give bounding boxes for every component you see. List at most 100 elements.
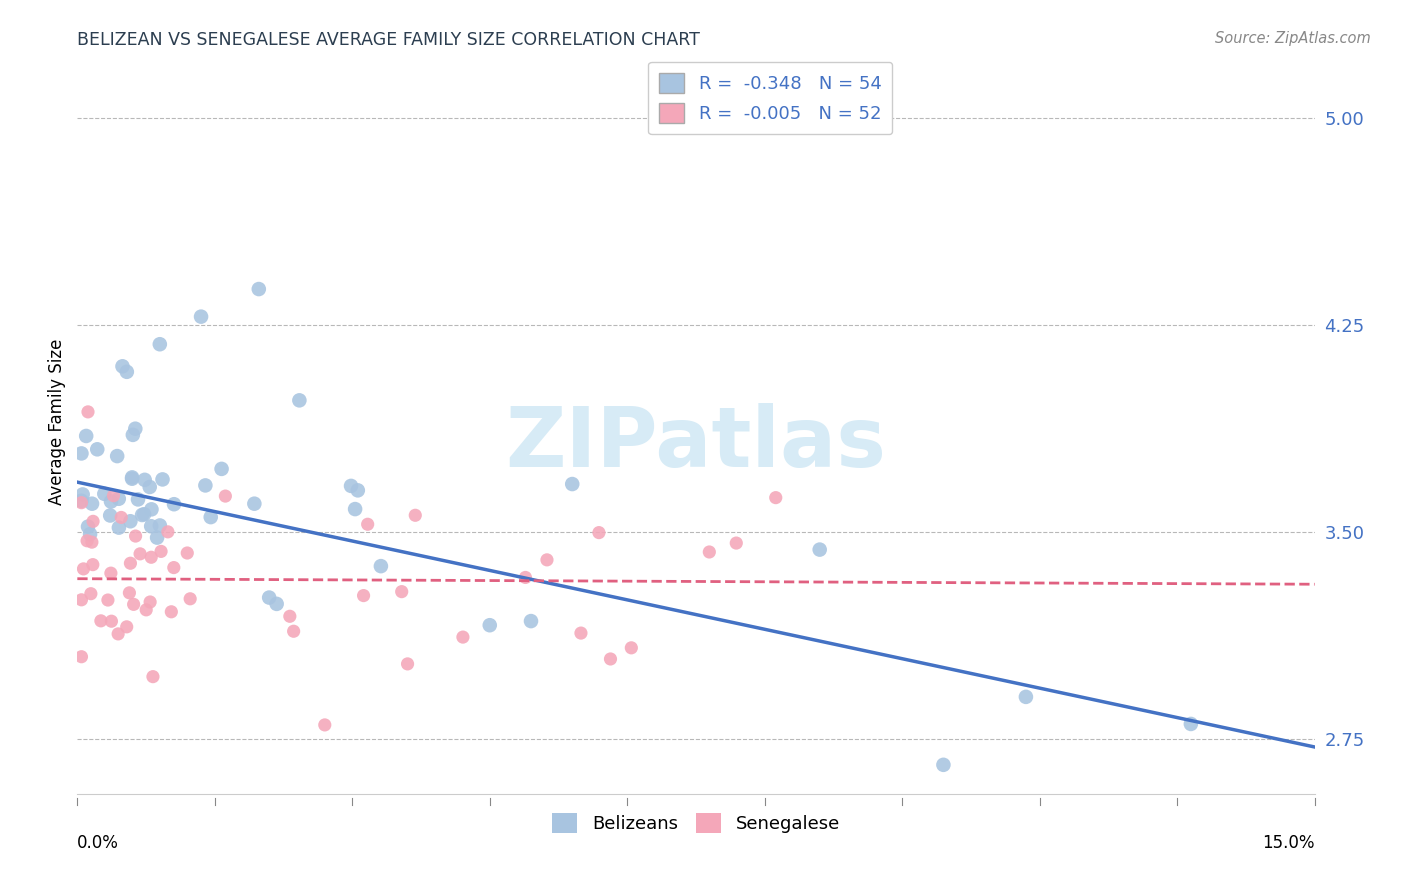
Point xyxy=(1263,843,1285,857)
Point xyxy=(121,472,143,486)
Point xyxy=(141,502,163,516)
Point xyxy=(103,489,125,503)
Point xyxy=(141,519,163,533)
Point xyxy=(124,422,146,436)
Point xyxy=(77,519,100,533)
Point xyxy=(266,597,288,611)
Point xyxy=(536,553,558,567)
Point xyxy=(160,605,183,619)
Point xyxy=(346,483,368,498)
Point xyxy=(107,491,129,506)
Point xyxy=(86,442,108,457)
Point xyxy=(176,546,198,560)
Point xyxy=(391,584,413,599)
Point xyxy=(121,470,143,484)
Point xyxy=(283,624,305,639)
Point xyxy=(357,517,380,532)
Point xyxy=(100,614,122,628)
Point xyxy=(288,393,311,408)
Point xyxy=(82,558,104,572)
Point xyxy=(1015,690,1038,704)
Point xyxy=(115,620,138,634)
Point xyxy=(620,640,643,655)
Point xyxy=(211,462,233,476)
Point xyxy=(396,657,419,671)
Point xyxy=(150,544,173,558)
Point xyxy=(120,514,142,528)
Point xyxy=(194,478,217,492)
Y-axis label: Average Family Size: Average Family Size xyxy=(48,338,66,505)
Point xyxy=(93,487,115,501)
Point xyxy=(120,556,142,570)
Point xyxy=(135,603,157,617)
Point xyxy=(561,477,583,491)
Point xyxy=(70,649,93,664)
Point xyxy=(98,508,121,523)
Point xyxy=(146,531,169,545)
Point xyxy=(72,487,94,501)
Point xyxy=(156,524,179,539)
Point xyxy=(107,627,129,641)
Point xyxy=(80,497,103,511)
Point xyxy=(134,473,156,487)
Point xyxy=(340,479,363,493)
Point xyxy=(79,527,101,541)
Point xyxy=(697,545,720,559)
Point xyxy=(118,586,141,600)
Point xyxy=(163,560,186,574)
Point xyxy=(520,614,543,628)
Point xyxy=(129,547,152,561)
Point xyxy=(132,507,155,521)
Point xyxy=(200,510,222,524)
Point xyxy=(344,502,367,516)
Point xyxy=(370,559,392,574)
Point xyxy=(588,525,610,540)
Point xyxy=(190,310,212,324)
Point xyxy=(141,550,163,565)
Point xyxy=(131,508,153,522)
Point xyxy=(110,510,132,524)
Point xyxy=(80,587,103,601)
Text: 15.0%: 15.0% xyxy=(1263,834,1315,852)
Point xyxy=(70,592,93,607)
Text: Source: ZipAtlas.com: Source: ZipAtlas.com xyxy=(1215,31,1371,46)
Point xyxy=(72,562,94,576)
Point xyxy=(75,429,97,443)
Point xyxy=(111,359,134,374)
Point xyxy=(105,449,128,463)
Point xyxy=(214,489,236,503)
Point xyxy=(121,428,143,442)
Text: 0.0%: 0.0% xyxy=(77,834,120,852)
Point xyxy=(278,609,301,624)
Point xyxy=(932,757,955,772)
Legend: Belizeans, Senegalese: Belizeans, Senegalese xyxy=(546,805,846,841)
Point xyxy=(124,529,146,543)
Point xyxy=(152,472,174,486)
Point xyxy=(76,533,98,548)
Point xyxy=(142,670,165,684)
Point xyxy=(90,614,112,628)
Point xyxy=(77,405,100,419)
Point xyxy=(353,589,375,603)
Point xyxy=(243,497,266,511)
Point xyxy=(451,630,474,644)
Point xyxy=(138,480,160,494)
Point xyxy=(179,591,201,606)
Point xyxy=(139,595,162,609)
Text: BELIZEAN VS SENEGALESE AVERAGE FAMILY SIZE CORRELATION CHART: BELIZEAN VS SENEGALESE AVERAGE FAMILY SI… xyxy=(77,31,700,49)
Point xyxy=(108,521,131,535)
Point xyxy=(404,508,426,523)
Point xyxy=(115,365,138,379)
Point xyxy=(569,626,592,640)
Point xyxy=(70,446,93,460)
Text: ZIPatlas: ZIPatlas xyxy=(506,403,886,484)
Point xyxy=(599,652,621,666)
Point xyxy=(70,493,93,508)
Point xyxy=(149,518,172,533)
Point xyxy=(100,566,122,581)
Point xyxy=(515,570,537,584)
Point xyxy=(765,491,787,505)
Point xyxy=(82,514,104,528)
Point xyxy=(163,497,186,511)
Point xyxy=(122,598,145,612)
